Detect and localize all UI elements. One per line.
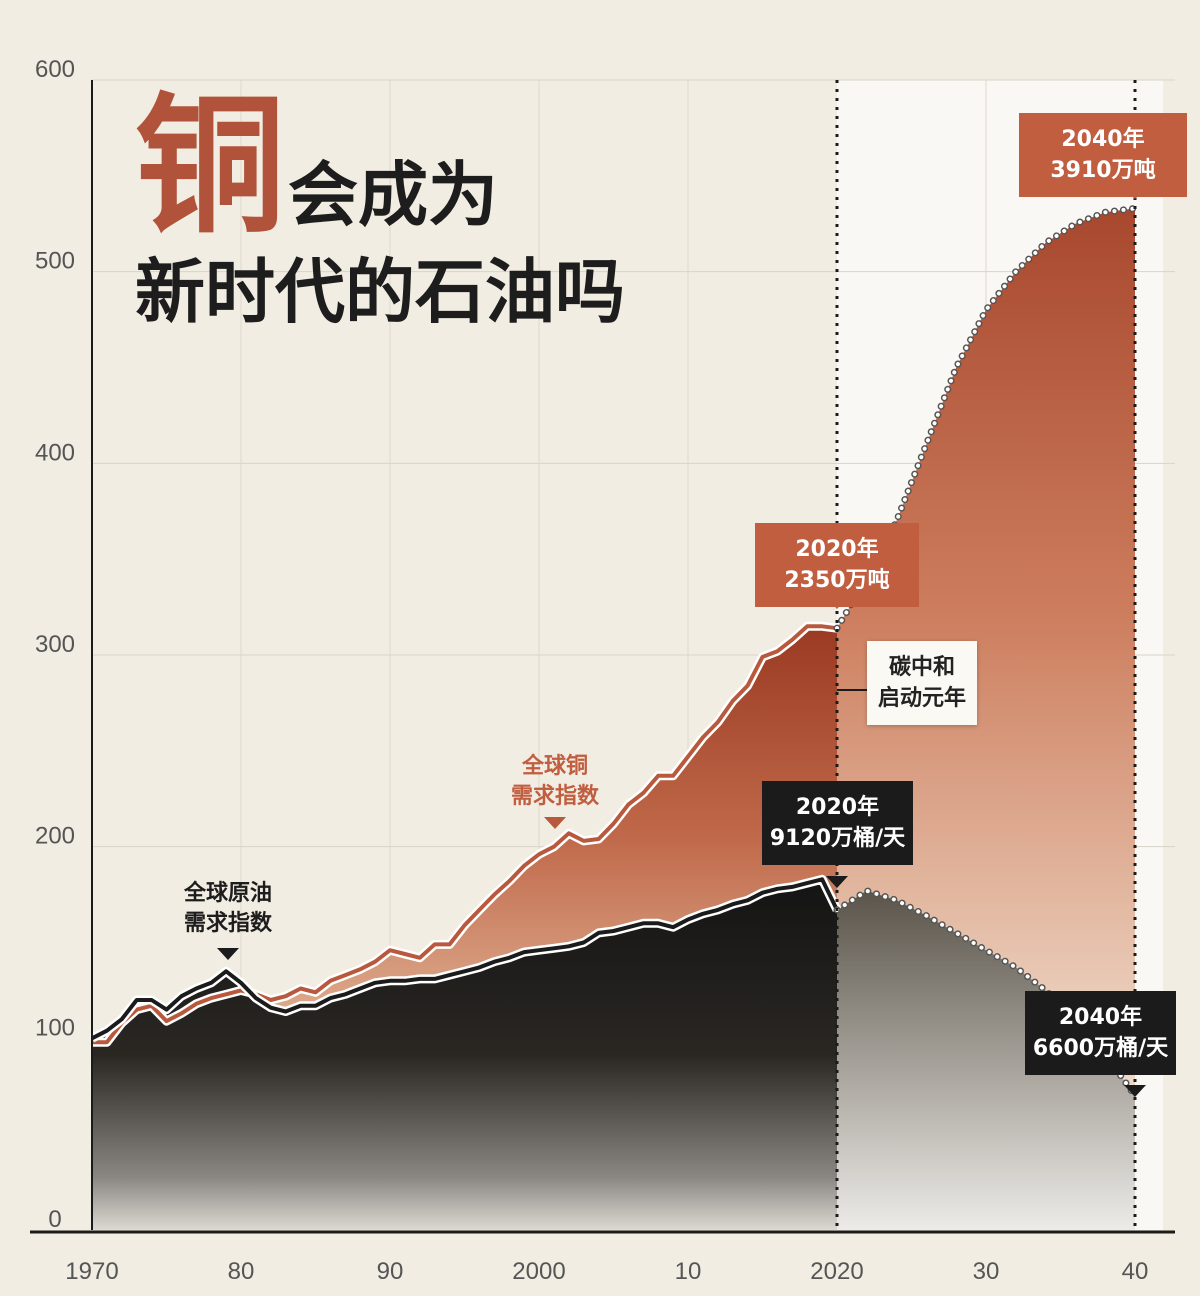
callout-oil-2040-pointer [1124, 1085, 1146, 1097]
oil-series-label-line2: 需求指数 [183, 911, 272, 936]
callout-oil-2040: 2040年 6600万桶/天 [1025, 991, 1176, 1075]
x-tick-label: 40 [1122, 1258, 1149, 1285]
title-emphasis: 铜 [135, 80, 286, 254]
x-tick-label: 2000 [512, 1258, 565, 1285]
copper-series-label-line1: 全球铜 [521, 754, 588, 779]
callout-oil-2020-pointer [826, 876, 848, 888]
title-line-1: 会成为 [288, 154, 498, 236]
y-tick-label: 0 [48, 1206, 61, 1233]
callout-copper-2020-value: 2350万吨 [784, 568, 890, 593]
callout-copper-2040-year: 2040年 [1061, 127, 1145, 152]
copper-series-label-line2: 需求指数 [510, 784, 599, 809]
x-tick-label: 2020 [810, 1258, 863, 1285]
y-tick-label: 100 [35, 1014, 75, 1041]
axes [30, 80, 1175, 1234]
callout-pointers [217, 187, 1146, 1097]
callout-oil-2040-value: 6600万桶/天 [1032, 1036, 1169, 1061]
callout-oil-2040-year: 2040年 [1058, 1005, 1143, 1030]
copper-line [92, 624, 838, 1045]
callout-oil-2020: 2020年 9120万桶/天 [762, 781, 913, 865]
callout-carbon-line2: 启动元年 [877, 686, 966, 711]
y-tick-label: 200 [35, 823, 75, 850]
callout-carbon-neutral: 碳中和 启动元年 [867, 641, 977, 725]
x-tick-label: 30 [973, 1258, 1000, 1285]
callout-carbon-line1: 碳中和 [888, 655, 955, 680]
oil-area [92, 879, 837, 1230]
oil-line [91, 877, 839, 1041]
area-layer [92, 208, 1135, 1230]
oil-series-label: 全球原油 需求指数 [168, 879, 288, 939]
x-tick-label: 1970 [65, 1258, 118, 1285]
oil-forecast-dots-inner [835, 888, 1137, 1098]
oil-forecast-area [837, 890, 1135, 1230]
copper-label-pointer [544, 817, 566, 829]
x-tick-label: 10 [675, 1258, 702, 1285]
oil-series-label-line1: 全球原油 [183, 881, 272, 906]
y-tick-label: 500 [35, 248, 75, 275]
copper-series-label: 全球铜 需求指数 [495, 752, 615, 812]
x-tick-label: 90 [377, 1258, 404, 1285]
y-tick-label: 300 [35, 631, 75, 658]
callout-copper-2020: 2020年 2350万吨 [755, 523, 919, 607]
title-line-2: 新时代的石油吗 [135, 251, 625, 333]
callout-copper-2040: 2040年 3910万吨 [1019, 113, 1187, 197]
callout-copper-2040-value: 3910万吨 [1050, 158, 1156, 183]
x-tick-label: 80 [228, 1258, 255, 1285]
y-tick-label: 600 [35, 56, 75, 83]
callout-oil-2020-value: 9120万桶/天 [769, 826, 906, 851]
y-tick-label: 400 [35, 439, 75, 466]
tick-labels: 0 100 200 300 400 500 600 1970 80 90 2000 10 2020 30 4… [35, 56, 1148, 1285]
callout-copper-2020-year: 2020年 [795, 537, 879, 562]
callout-oil-2020-year: 2020年 [795, 795, 880, 820]
oil-label-pointer [217, 948, 239, 960]
